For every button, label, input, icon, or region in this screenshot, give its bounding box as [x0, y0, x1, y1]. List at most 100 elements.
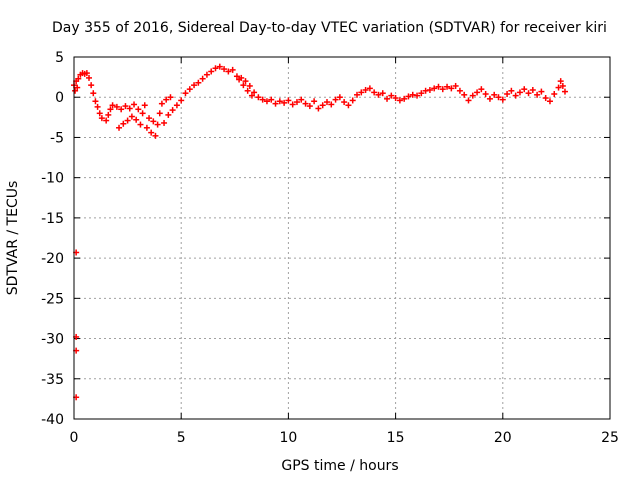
data-point — [306, 103, 313, 110]
data-point — [542, 95, 549, 102]
data-point — [546, 98, 553, 105]
x-tick-label: 15 — [387, 430, 405, 446]
data-point — [525, 90, 532, 97]
data-point — [109, 102, 116, 109]
x-tick-label: 0 — [70, 430, 79, 446]
data-point — [255, 94, 262, 101]
data-point — [366, 85, 373, 92]
data-point — [233, 73, 240, 80]
data-point — [341, 99, 348, 106]
data-point — [439, 86, 446, 93]
data-point — [195, 79, 202, 86]
data-point — [551, 91, 558, 98]
data-point — [375, 91, 382, 98]
data-point — [124, 117, 131, 124]
data-point — [128, 113, 135, 120]
data-point — [212, 65, 219, 72]
data-point — [293, 99, 300, 106]
data-point — [474, 89, 481, 96]
plot-frame — [73, 56, 611, 420]
data-point — [268, 96, 275, 103]
data-point — [148, 129, 155, 136]
data-point — [285, 97, 292, 104]
data-point — [238, 74, 245, 81]
data-point — [465, 97, 472, 104]
data-point — [86, 74, 93, 81]
data-point — [137, 121, 144, 128]
data-point — [156, 110, 163, 117]
data-point — [133, 116, 140, 123]
data-point — [169, 107, 176, 114]
data-point — [461, 91, 468, 98]
data-point — [431, 85, 438, 92]
data-point — [396, 97, 403, 104]
data-point — [75, 75, 82, 82]
data-point — [491, 91, 498, 98]
data-point — [272, 100, 279, 107]
x-tick-label: 25 — [601, 430, 619, 446]
data-point — [315, 105, 322, 112]
data-point — [94, 103, 101, 110]
data-point — [422, 87, 429, 94]
data-point — [74, 84, 81, 91]
data-point — [191, 82, 198, 89]
data-point — [143, 124, 150, 131]
data-point — [161, 119, 168, 126]
data-point — [512, 92, 519, 99]
data-point — [414, 92, 421, 99]
data-point — [105, 111, 112, 118]
data-point — [529, 86, 536, 93]
data-point — [332, 96, 339, 103]
data-point — [486, 95, 493, 102]
data-point — [401, 95, 408, 102]
data-point — [163, 96, 170, 103]
data-point — [146, 115, 153, 122]
data-point — [141, 102, 148, 109]
y-tick-label: -30 — [41, 332, 64, 348]
data-point — [103, 117, 110, 124]
data-point — [435, 83, 442, 90]
data-point — [345, 102, 352, 109]
data-point — [158, 100, 165, 107]
x-tick-label: 10 — [279, 430, 297, 446]
data-point — [371, 89, 378, 96]
grid-lines — [74, 57, 610, 419]
data-point — [126, 105, 133, 112]
data-point — [246, 82, 253, 89]
y-tick-label: -15 — [41, 211, 64, 227]
data-point — [482, 91, 489, 98]
data-point — [418, 90, 425, 97]
data-point — [444, 83, 451, 90]
data-point — [122, 103, 129, 110]
data-point — [495, 94, 502, 101]
data-point — [229, 66, 236, 73]
data-point — [557, 78, 564, 85]
data-point — [216, 63, 223, 70]
data-point — [135, 106, 142, 113]
data-point — [538, 88, 545, 95]
data-point — [244, 87, 251, 94]
data-point — [251, 89, 258, 96]
data-point — [276, 98, 283, 105]
data-point — [323, 99, 330, 106]
x-tick-label: 20 — [494, 430, 512, 446]
data-point — [362, 86, 369, 93]
data-point — [392, 95, 399, 102]
data-point — [131, 101, 138, 108]
data-point — [521, 86, 528, 93]
data-point — [225, 68, 232, 75]
data-point — [116, 124, 123, 131]
data-point — [298, 96, 305, 103]
data-point — [559, 82, 566, 89]
data-point — [120, 120, 127, 127]
data-point — [154, 121, 161, 128]
data-point — [349, 97, 356, 104]
data-point — [379, 90, 386, 97]
data-point — [88, 82, 95, 89]
data-point — [152, 132, 159, 139]
y-axis-label: SDTVAR / TECUs — [5, 181, 21, 296]
data-point — [173, 102, 180, 109]
data-point — [504, 91, 511, 98]
data-point — [182, 90, 189, 97]
y-tick-label: -35 — [41, 372, 64, 388]
